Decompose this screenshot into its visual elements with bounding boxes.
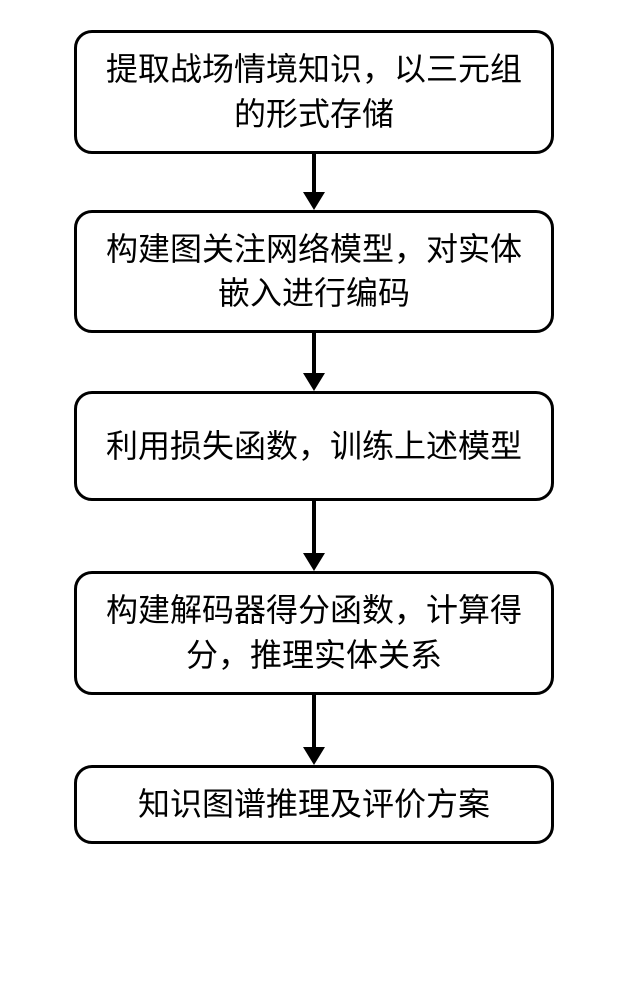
arrow-line <box>312 333 316 373</box>
node-label: 利用损失函数，训练上述模型 <box>106 424 522 469</box>
node-extract-knowledge: 提取战场情境知识，以三元组的形式存储 <box>74 30 554 154</box>
arrow-line <box>312 501 316 553</box>
arrow-head-icon <box>303 373 325 391</box>
arrow-1 <box>303 154 325 210</box>
arrow-2 <box>303 333 325 391</box>
node-label: 知识图谱推理及评价方案 <box>138 782 490 827</box>
arrow-head-icon <box>303 747 325 765</box>
flowchart-container: 提取战场情境知识，以三元组的形式存储 构建图关注网络模型，对实体嵌入进行编码 利… <box>0 30 628 844</box>
arrow-4 <box>303 695 325 765</box>
node-train-model: 利用损失函数，训练上述模型 <box>74 391 554 501</box>
node-label: 构建解码器得分函数，计算得分，推理实体关系 <box>101 588 527 678</box>
arrow-line <box>312 695 316 747</box>
node-build-model: 构建图关注网络模型，对实体嵌入进行编码 <box>74 210 554 334</box>
arrow-head-icon <box>303 553 325 571</box>
arrow-3 <box>303 501 325 571</box>
node-decoder-score: 构建解码器得分函数，计算得分，推理实体关系 <box>74 571 554 695</box>
node-label: 提取战场情境知识，以三元组的形式存储 <box>101 47 527 137</box>
arrow-head-icon <box>303 192 325 210</box>
node-label: 构建图关注网络模型，对实体嵌入进行编码 <box>101 227 527 317</box>
arrow-line <box>312 154 316 192</box>
node-inference-evaluation: 知识图谱推理及评价方案 <box>74 765 554 844</box>
